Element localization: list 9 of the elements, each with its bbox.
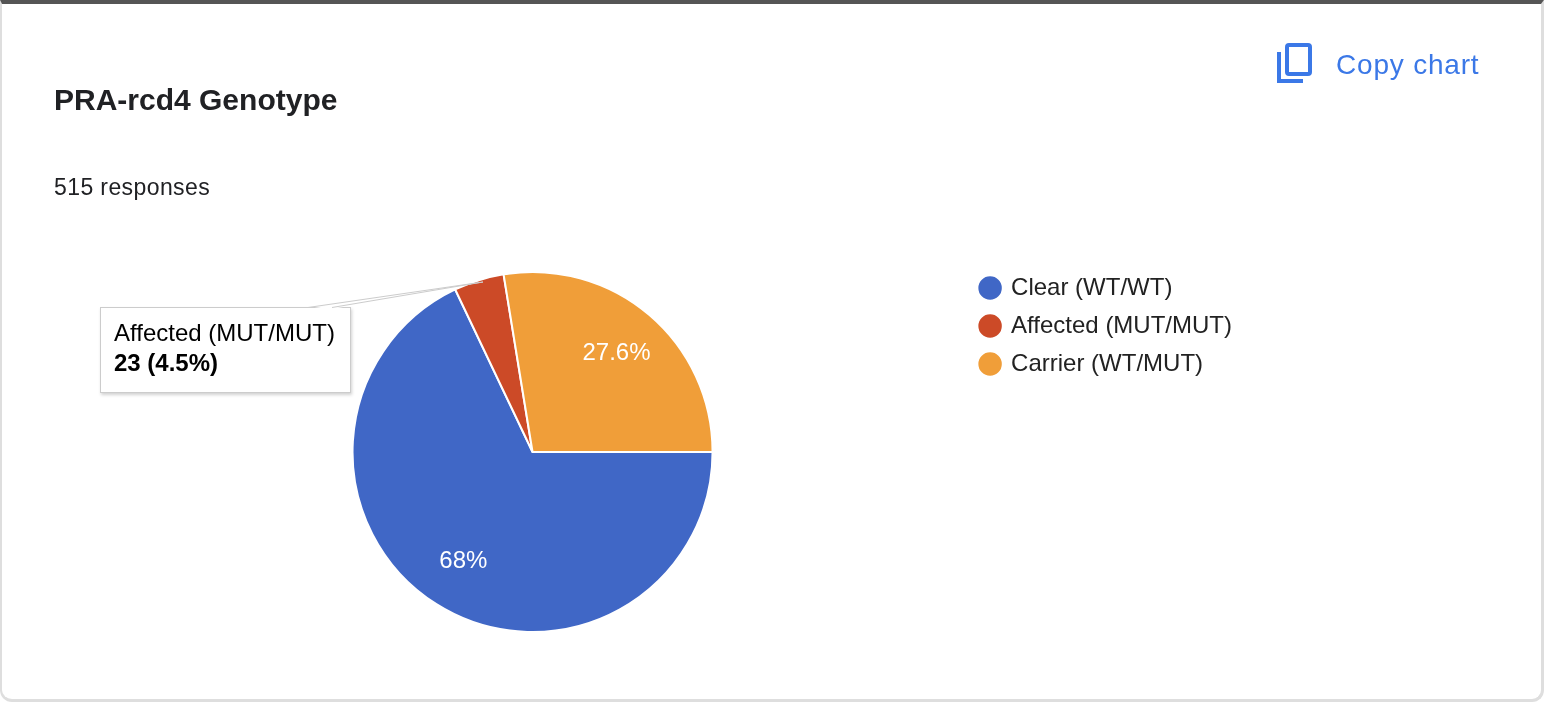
- data-label: 68%: [439, 546, 488, 574]
- data-label: 27.6%: [582, 337, 651, 365]
- legend-label: Clear (WT/WT): [1011, 272, 1173, 300]
- chart-title: PRA-rcd4 Genotype: [54, 83, 338, 116]
- text: 515 responses: [54, 174, 211, 200]
- legend-label: Affected (MUT/MUT): [1011, 310, 1233, 338]
- legend-label: Carrier (WT/MUT): [1011, 348, 1204, 376]
- text: Copy chart: [1336, 49, 1480, 80]
- tooltip: Affected (MUT/MUT) 23 (4.5%): [100, 279, 484, 393]
